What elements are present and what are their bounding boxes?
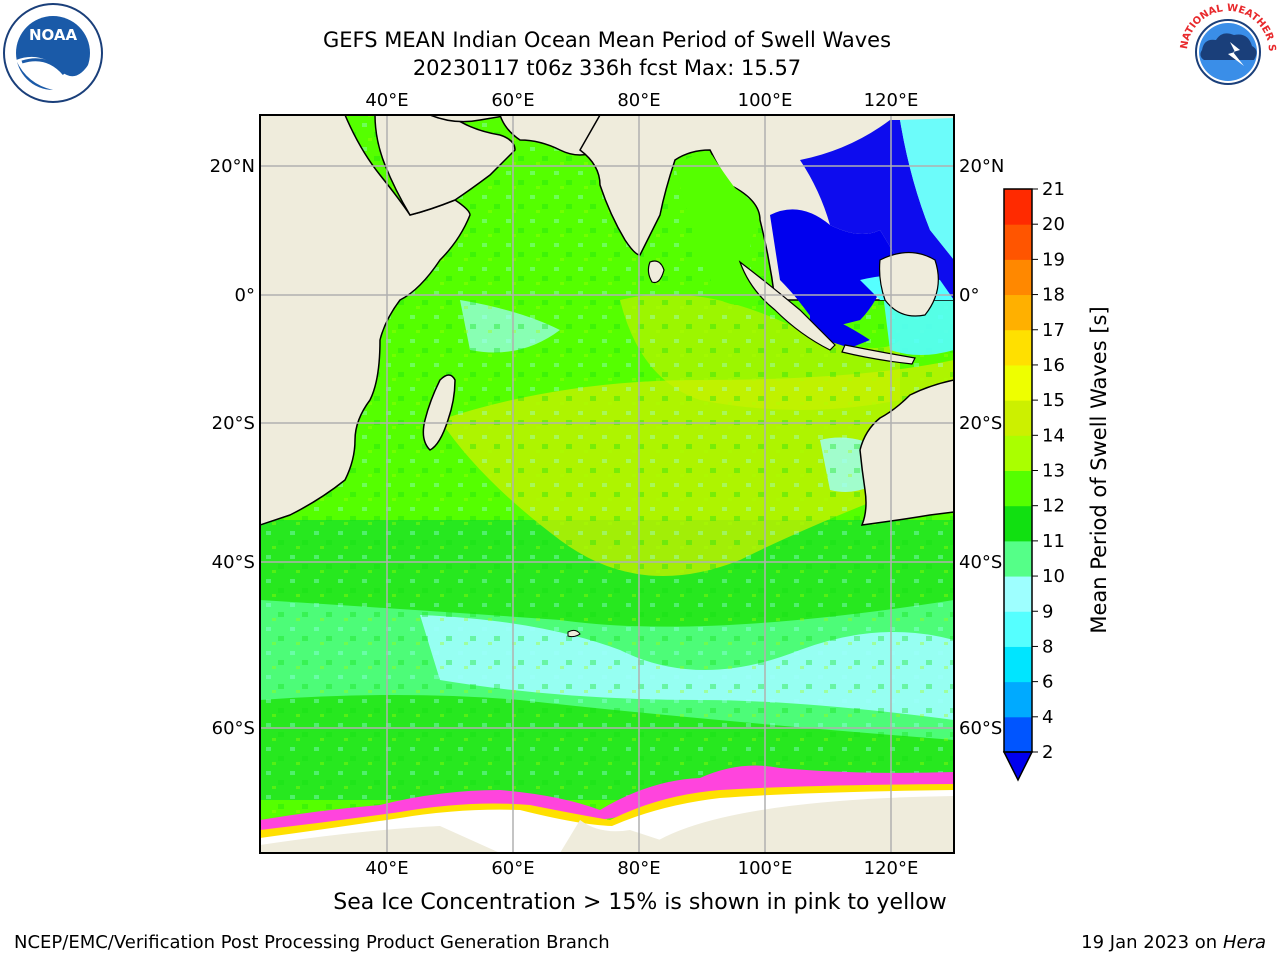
lat-labels-left: 20°N 0° 20°S 40°S 60°S (210, 156, 255, 739)
colorbar-segment (1004, 540, 1032, 577)
lon-labels-top: 40°E 60°E 80°E 100°E 120°E (365, 90, 918, 111)
colorbar-segment (1004, 364, 1032, 401)
map-field (260, 115, 954, 853)
lon-labels-bottom: 40°E 60°E 80°E 100°E 120°E (365, 858, 918, 879)
lat-labels-right: 20°N 0° 20°S 40°S 60°S (959, 156, 1004, 739)
lon-label: 120°E (864, 858, 919, 879)
lat-label: 60°S (959, 718, 1002, 739)
colorbar-tick-label: 19 (1042, 249, 1065, 270)
colorbar-tick-label: 4 (1042, 707, 1053, 728)
colorbar: 2 4 6 8 9 10 11 12 13 14 15 16 17 18 19 20 21 (1002, 179, 1065, 782)
colorbar-tick-label: 12 (1042, 496, 1065, 517)
colorbar-tick-label: 15 (1042, 390, 1065, 411)
colorbar-tick-label: 21 (1042, 179, 1065, 200)
colorbar-segment (1004, 329, 1032, 366)
colorbar-segment (1004, 435, 1032, 471)
sea-ice-note: Sea Ice Concentration > 15% is shown in … (333, 890, 947, 915)
colorbar-segment (1004, 189, 1032, 225)
lat-label: 40°S (212, 552, 255, 573)
lon-label: 60°E (491, 90, 534, 111)
lon-label: 100°E (738, 858, 793, 879)
colorbar-tick-label: 13 (1042, 461, 1065, 482)
lat-label: 20°N (959, 156, 1004, 177)
colorbar-tick-label: 6 (1042, 672, 1053, 693)
colorbar-segment (1004, 259, 1032, 296)
noaa-logo: NOAA (3, 3, 103, 103)
chart-title: GEFS MEAN Indian Ocean Mean Period of Sw… (0, 26, 1280, 82)
lon-label: 80°E (617, 858, 660, 879)
lat-label: 20°S (212, 413, 255, 434)
lat-label: 20°N (210, 156, 255, 177)
lon-label: 60°E (491, 858, 534, 879)
title-line-1: GEFS MEAN Indian Ocean Mean Period of Sw… (322, 28, 892, 52)
colorbar-segment (1004, 505, 1032, 542)
lon-label: 120°E (864, 90, 919, 111)
colorbar-tick-label: 14 (1042, 425, 1065, 446)
colorbar-tick-label: 9 (1042, 601, 1053, 622)
lat-label: 60°S (212, 718, 255, 739)
colorbar-tick-label: 10 (1042, 566, 1065, 587)
colorbar-segment (1004, 224, 1032, 260)
map-frame (259, 114, 955, 854)
colorbar-tick-label: 20 (1042, 214, 1065, 235)
lat-label: 40°S (959, 552, 1002, 573)
colorbar-segment (1004, 400, 1032, 436)
colorbar-segment (1004, 294, 1032, 331)
colorbar-segment (1004, 716, 1032, 753)
colorbar-segment (1004, 646, 1032, 683)
colorbar-segment (1004, 470, 1032, 507)
footer-host: Hera (1222, 932, 1266, 953)
nws-logo: NATIONAL WEATHER SERVICE (1178, 2, 1277, 101)
noaa-logo-text: NOAA (29, 26, 78, 44)
lat-label: 0° (959, 285, 979, 306)
map-gridlines (260, 115, 954, 853)
colorbar-tick-label: 8 (1042, 636, 1053, 657)
colorbar-tick-label: 17 (1042, 320, 1065, 341)
colorbar-extend-arrow (1002, 751, 1034, 782)
title-line-2: 20230117 t06z 336h fcst Max: 15.57 (412, 56, 802, 80)
colorbar-segment (1004, 681, 1032, 718)
colorbar-tick-label: 18 (1042, 285, 1065, 306)
colorbar-segment (1004, 576, 1032, 612)
lon-label: 80°E (617, 90, 660, 111)
footer-date: 19 Jan 2023 on Hera (1081, 932, 1266, 953)
lon-label: 40°E (365, 858, 408, 879)
footer-date-text: 19 Jan 2023 on (1081, 932, 1223, 953)
lon-label: 100°E (738, 90, 793, 111)
footer-branch: NCEP/EMC/Verification Post Processing Pr… (14, 932, 610, 953)
colorbar-label: Mean Period of Swell Waves [s] (1087, 306, 1111, 633)
lat-label: 0° (235, 285, 255, 306)
colorbar-tick-label: 2 (1042, 742, 1053, 763)
colorbar-tick-label: 11 (1042, 531, 1065, 552)
colorbar-tick-label: 16 (1042, 355, 1065, 376)
lat-label: 20°S (959, 413, 1002, 434)
colorbar-segment (1004, 611, 1032, 647)
lon-label: 40°E (365, 90, 408, 111)
